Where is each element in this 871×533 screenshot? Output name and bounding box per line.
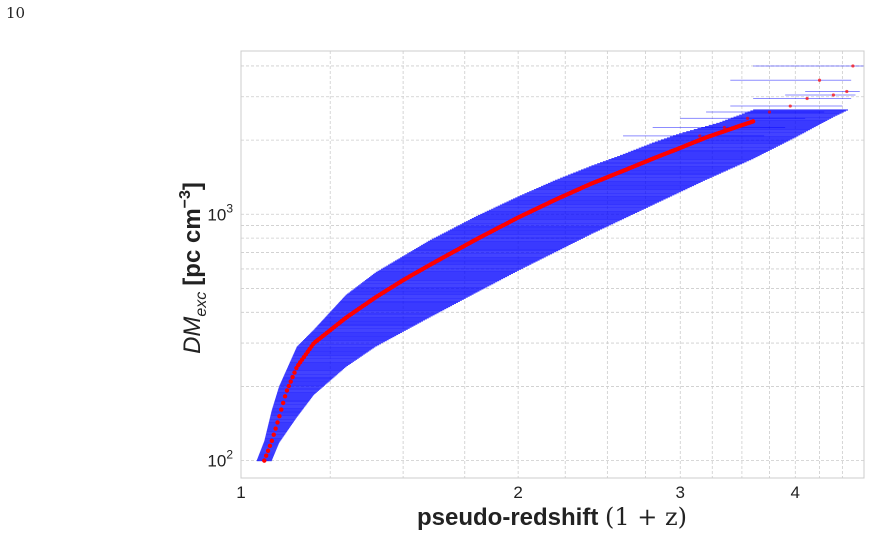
curve-point [280,400,286,406]
curve-point [282,394,288,399]
curve-point [269,438,275,444]
x-tick-label: 4 [791,483,800,502]
median-curve [262,119,756,463]
outlier-point [722,125,726,130]
curve-point [279,407,284,412]
y-tick-exponent: 3 [226,201,233,215]
outlier-point [767,110,772,114]
x-tick-label: 2 [513,483,522,502]
y-tick-base: 10 [207,452,226,471]
x-axis-label-bold: pseudo-redshift [417,504,598,531]
outlier-point [698,134,702,138]
outlier-point [845,89,849,94]
curve-point [292,370,297,375]
curve-point [277,414,282,419]
plot-frame [240,50,865,479]
page-number: 10 [6,4,26,22]
y-axis-label: DMexc [pc cm−3] [177,182,210,354]
curve-point [265,448,271,453]
y-axis-label-sub: exc [193,292,210,317]
curve-point [271,432,276,437]
outlier-point [817,78,822,82]
y-axis-label-end: ] [179,182,206,190]
x-axis-label-math: (1 + z) [605,503,687,531]
curve-point [275,420,280,425]
y-tick-label: 102 [207,448,233,471]
y-tick-label: 103 [207,201,233,224]
curve-point [263,453,269,458]
outlier-point [805,96,809,101]
y-axis-label-dm: DM [179,317,206,354]
curve-point [267,443,273,449]
outlier-point [788,104,792,108]
x-tick-label: 3 [676,483,685,502]
curve-point [286,383,292,389]
outlier-errorbars [623,64,864,138]
y-axis-label-sup: −3 [177,190,194,208]
y-tick-base: 10 [207,205,226,224]
outlier-point [851,64,855,68]
curve-point [750,119,756,124]
curve-point [290,374,295,380]
x-tick-label: 1 [236,483,245,502]
curve-point [288,379,293,384]
curve-point [273,426,278,431]
x-tick-labels: 1 2 3 4 [236,483,800,502]
y-tick-exponent: 2 [226,448,233,462]
outlier-point [745,116,750,120]
curve-point [262,458,267,463]
y-axis-label-units: [pc cm [179,208,206,285]
outlier-point [831,93,835,97]
x-axis-label: pseudo-redshift (1 + z) [417,503,687,531]
curve-point [284,388,290,393]
